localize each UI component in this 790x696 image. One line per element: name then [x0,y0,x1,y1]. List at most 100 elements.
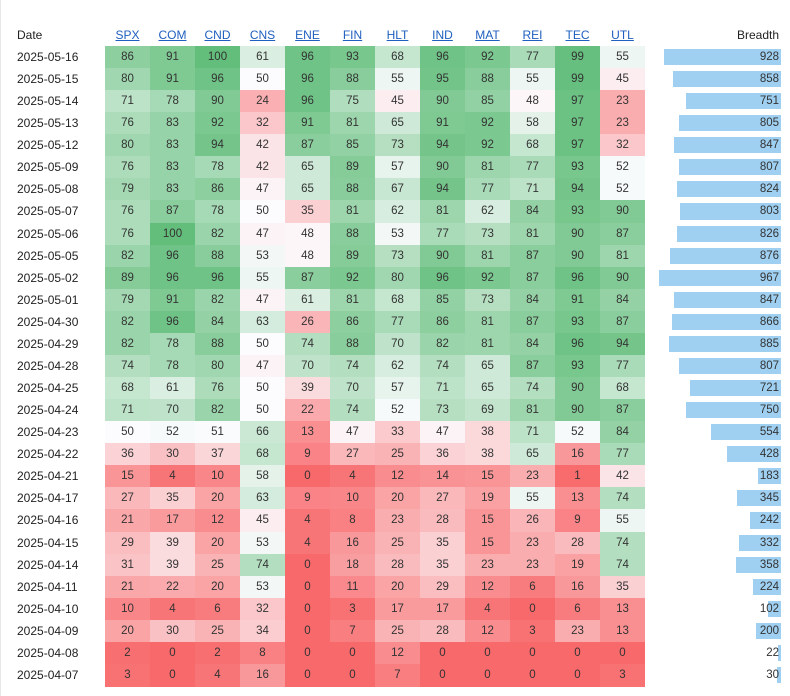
column-header[interactable]: IND [432,28,453,42]
heat-cell: 81 [510,222,555,246]
column-header[interactable]: TEC [565,28,590,42]
heat-cell: 47 [420,421,465,444]
heat-cell: 87 [600,399,645,422]
column-header[interactable]: FIN [342,28,363,42]
date-cell: 2025-04-11 [17,579,78,594]
heat-cell: 68 [240,443,285,466]
heat-cell: 55 [600,46,645,69]
date-cell: 2025-05-08 [17,182,79,197]
breadth-bar [676,225,781,242]
heat-cell: 12 [375,465,420,488]
heat-cell: 27 [330,443,375,466]
date-cell: 2025-04-22 [17,447,79,462]
column-header[interactable]: MAT [475,28,500,42]
heat-cell: 18 [330,553,375,577]
heat-cell: 20 [195,575,240,599]
heat-cell: 74 [330,354,375,378]
heat-cell: 21 [105,575,150,599]
heat-cell: 63 [240,310,285,334]
heat-cell: 36 [420,443,465,466]
breadth-bar [757,468,781,485]
heat-cell: 0 [510,641,555,665]
date-cell: 2025-05-06 [17,226,79,241]
heat-cell: 61 [240,46,285,69]
heat-cell: 90 [555,399,600,422]
heat-cell: 37 [195,443,240,466]
heat-cell: 74 [285,332,330,356]
breadth-value: 858 [759,73,779,86]
heat-cell: 0 [330,663,375,687]
heat-cell: 77 [420,222,465,246]
column-header[interactable]: ENE [295,28,320,42]
heat-cell: 74 [240,553,285,577]
date-cell: 2025-05-14 [17,94,79,109]
breadth-value: 30 [766,668,779,681]
heat-cell: 62 [375,200,420,224]
heat-cell: 0 [285,597,330,621]
heat-cell: 0 [555,663,600,687]
heat-cell: 13 [285,421,330,444]
breadth-value: 358 [759,558,779,571]
heat-cell: 78 [195,200,240,224]
column-header[interactable]: SPX [115,28,140,42]
heat-cell: 90 [555,222,600,246]
heat-cell: 42 [600,465,645,488]
heat-cell: 76 [105,200,150,224]
breadth-bar [672,71,781,88]
breadth-value: 876 [759,249,779,262]
breadth-value: 803 [759,205,779,218]
heat-cell: 35 [285,200,330,224]
heat-cell: 3 [105,663,150,687]
heat-cell: 68 [375,46,420,69]
heat-cell: 29 [420,575,465,599]
heat-cell: 90 [420,90,465,113]
heat-cell: 81 [330,288,375,312]
breadth-value: 721 [759,382,779,395]
heat-cell: 52 [555,421,600,444]
column-header[interactable]: CND [204,28,231,42]
date-cell: 2025-05-02 [17,270,79,285]
column-header[interactable]: REI [522,28,543,42]
column-header[interactable]: UTL [611,28,634,42]
heat-cell: 82 [105,244,150,268]
heat-cell: 68 [600,377,645,400]
heat-cell: 25 [195,619,240,643]
heat-cell: 68 [510,134,555,157]
heat-cell: 62 [465,200,510,224]
heat-cell: 23 [600,90,645,113]
heat-cell: 39 [285,377,330,400]
heat-cell: 0 [150,663,195,687]
heat-cell: 0 [285,663,330,687]
date-cell: 2025-05-15 [17,72,79,87]
heat-cell: 50 [240,377,285,400]
column-header[interactable]: HLT [386,28,409,42]
heat-cell: 95 [420,68,465,91]
heat-cell: 88 [195,244,240,268]
heat-cell: 71 [105,90,150,113]
heat-cell: 79 [105,288,150,312]
heat-cell: 78 [150,332,195,356]
heat-cell: 89 [330,156,375,179]
column-header[interactable]: CNS [249,28,276,42]
heat-cell: 29 [105,531,150,555]
heat-cell: 83 [150,156,195,179]
heat-cell: 4 [150,597,195,621]
heat-cell: 73 [465,222,510,246]
heat-cell: 4 [195,663,240,687]
column-header[interactable]: COM [158,28,187,42]
heat-cell: 82 [195,222,240,246]
heat-cell: 0 [285,465,330,488]
heat-cell: 4 [465,597,510,621]
heat-cell: 88 [330,222,375,246]
date-cell: 2025-05-12 [17,138,79,153]
date-cell: 2025-04-23 [17,425,79,440]
heat-cell: 0 [330,641,375,665]
breadth-header: Breadth [736,28,779,42]
date-cell: 2025-04-16 [17,513,79,528]
heat-cell: 55 [510,487,555,510]
heat-cell: 85 [420,288,465,312]
heat-cell: 57 [375,377,420,400]
breadth-value: 847 [759,293,779,306]
date-cell: 2025-05-09 [17,160,79,175]
heat-cell: 96 [555,266,600,290]
